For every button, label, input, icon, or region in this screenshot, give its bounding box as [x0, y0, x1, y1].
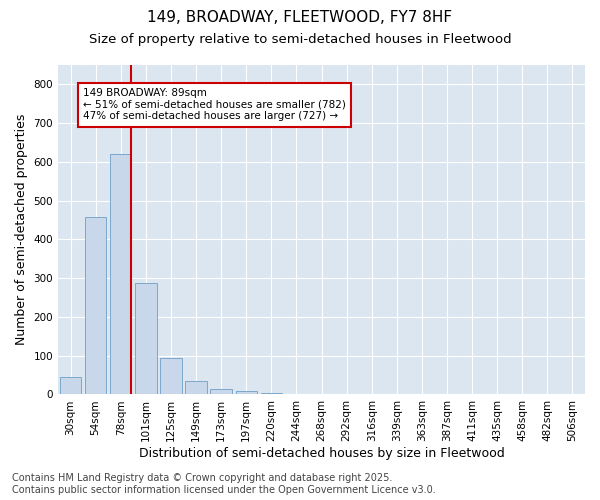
- Bar: [110, 154, 131, 394]
- Bar: [60, 378, 81, 394]
- Bar: [135, 283, 157, 395]
- Bar: [185, 381, 207, 394]
- Bar: [160, 358, 182, 394]
- Y-axis label: Number of semi-detached properties: Number of semi-detached properties: [15, 114, 28, 346]
- Bar: [211, 389, 232, 394]
- Bar: [236, 390, 257, 394]
- Bar: [85, 217, 106, 394]
- Text: 149, BROADWAY, FLEETWOOD, FY7 8HF: 149, BROADWAY, FLEETWOOD, FY7 8HF: [148, 10, 452, 25]
- Bar: [260, 392, 282, 394]
- Text: 149 BROADWAY: 89sqm
← 51% of semi-detached houses are smaller (782)
47% of semi-: 149 BROADWAY: 89sqm ← 51% of semi-detach…: [83, 88, 346, 122]
- Text: Size of property relative to semi-detached houses in Fleetwood: Size of property relative to semi-detach…: [89, 32, 511, 46]
- X-axis label: Distribution of semi-detached houses by size in Fleetwood: Distribution of semi-detached houses by …: [139, 447, 505, 460]
- Text: Contains HM Land Registry data © Crown copyright and database right 2025.
Contai: Contains HM Land Registry data © Crown c…: [12, 474, 436, 495]
